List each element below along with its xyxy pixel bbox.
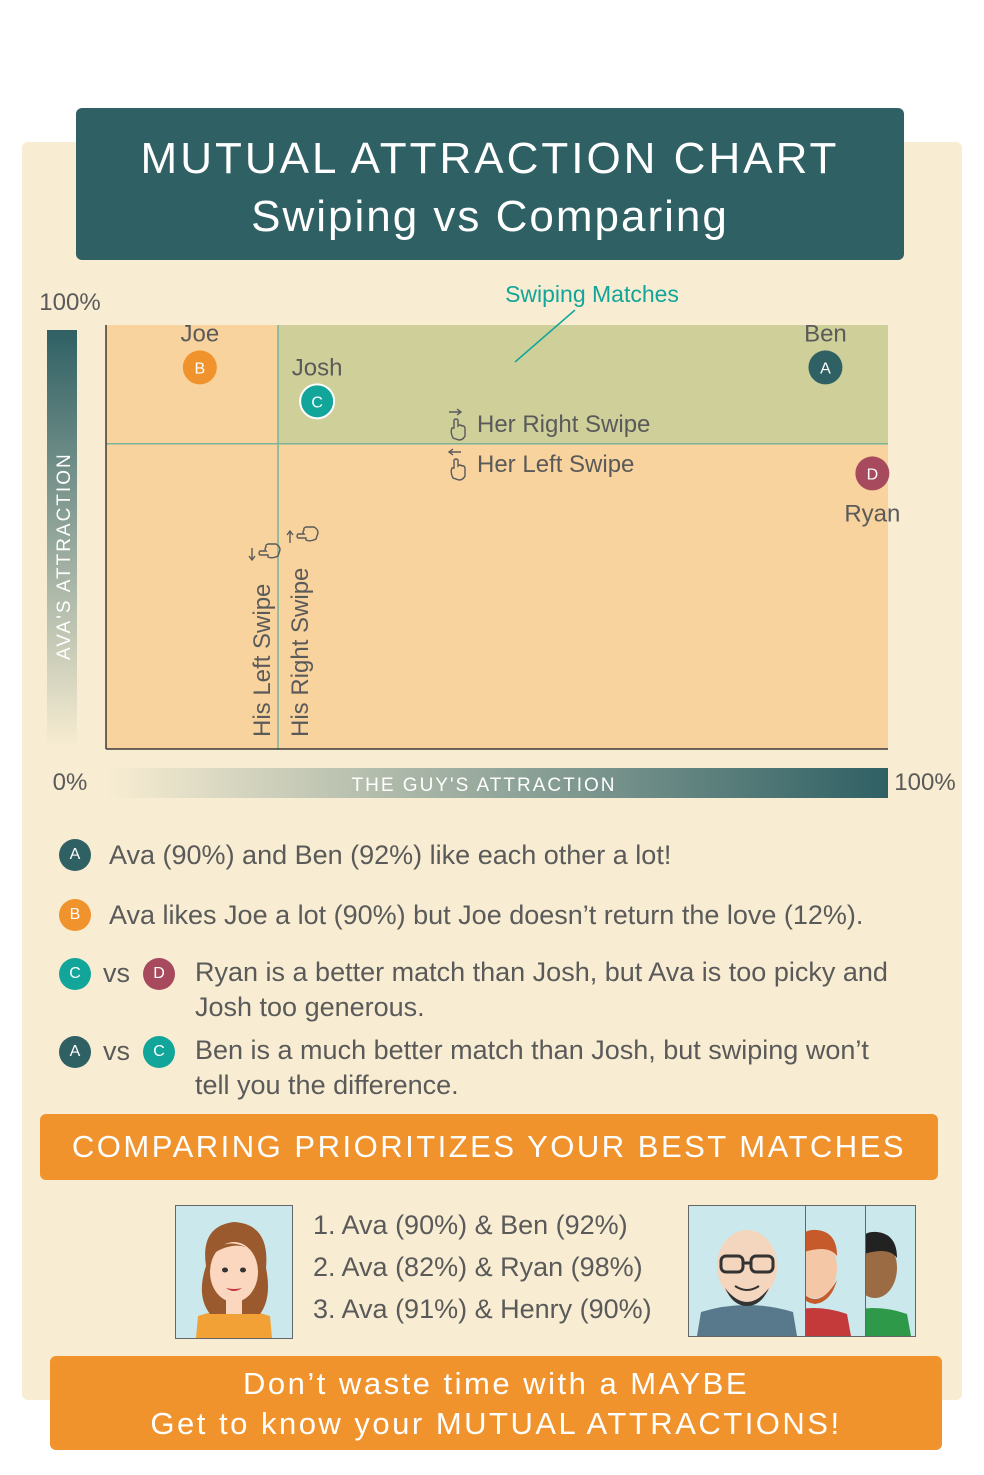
y-axis-label: AVA'S ATTRACTION [54, 452, 75, 660]
y-axis-gradient-bar [47, 330, 77, 748]
point-label-ryan: Ryan [844, 500, 900, 527]
note-a-text: Ava (90%) and Ben (92%) like each other … [109, 840, 672, 870]
badge-d: D [143, 958, 175, 990]
bald-man-avatar-icon [697, 1230, 797, 1336]
note-c-vs-d-text: Ryan is a better match than Josh, but Av… [195, 957, 888, 1022]
point-ben [808, 350, 843, 385]
badge-a: A [59, 839, 91, 871]
his-right-swipe-label: His Right Swipe [287, 568, 314, 737]
her-right-swipe-label: Her Right Swipe [477, 411, 650, 438]
avatar-stack-men [688, 1205, 916, 1337]
his-right-swipe-annotation: His Right Swipe [286, 526, 319, 737]
chart-title: MUTUAL ATTRACTION CHART [140, 134, 840, 183]
badge-b: B [59, 899, 91, 931]
attraction-chart: AVA'S ATTRACTION THE GUY'S ATTRACTION 10… [39, 281, 956, 798]
chart-subtitle: Swiping vs Comparing [251, 192, 729, 241]
x-axis-min-label: 0% [53, 769, 88, 796]
swipe-hand-icon [447, 448, 466, 481]
x-axis-gradient-bar [106, 768, 888, 798]
vs-label: vs [103, 1036, 130, 1066]
swiping-matches-region [278, 325, 888, 444]
swiping-matches-label: Swiping Matches [505, 281, 679, 307]
point-joe [182, 350, 217, 385]
point-ryan [855, 456, 890, 491]
ranking-list: 1. Ava (90%) & Ben (92%) 2. Ava (82%) & … [313, 1204, 683, 1330]
ranking-item-3: 3. Ava (91%) & Henry (90%) [313, 1294, 652, 1324]
avatar-ava [175, 1205, 293, 1339]
point-label-ben: Ben [804, 320, 847, 347]
swipe-hand-icon [286, 526, 319, 543]
badge-a: A [59, 1036, 91, 1068]
point-label-joe: Joe [180, 320, 219, 347]
title-banner: MUTUAL ATTRACTION CHART Swiping vs Compa… [76, 108, 904, 260]
her-left-swipe-annotation: Her Left Swipe [447, 448, 634, 481]
y-axis-max-label: 100% [39, 289, 100, 316]
badge-c: C [59, 958, 91, 990]
cta-line-1: Don’t waste time with a MAYBE [242, 1366, 750, 1401]
ranking-item-2: 2. Ava (82%) & Ryan (98%) [313, 1252, 643, 1282]
x-axis-max-label: 100% [894, 769, 955, 796]
x-axis-label: THE GUY'S ATTRACTION [352, 775, 617, 796]
data-points: A Ben B Joe C Josh D Ryan [180, 320, 900, 527]
point-badge-c: C [311, 394, 323, 411]
badge-c: C [143, 1036, 175, 1068]
her-left-swipe-label: Her Left Swipe [477, 451, 634, 478]
point-josh [299, 383, 336, 420]
swiping-matches-pointer [514, 309, 576, 363]
avatar-man-1 [688, 1205, 806, 1337]
his-left-swipe-annotation: His Left Swipe [248, 543, 281, 737]
point-label-josh: Josh [292, 354, 343, 381]
woman-avatar-icon [196, 1222, 272, 1338]
swipe-hand-icon [248, 543, 281, 562]
cta-line-2: Get to know your MUTUAL ATTRACTIONS! [150, 1406, 842, 1441]
cta-banner: Don’t waste time with a MAYBE Get to kno… [50, 1356, 942, 1450]
swipe-hand-icon [449, 408, 466, 441]
comparing-banner: COMPARING PRIORITIZES YOUR BEST MATCHES [40, 1114, 938, 1180]
note-a-vs-c-text: Ben is a much better match than Josh, bu… [195, 1035, 869, 1100]
vs-label: vs [103, 958, 130, 988]
point-badge-d: D [867, 466, 879, 483]
point-badge-a: A [820, 360, 831, 377]
his-left-swipe-label: His Left Swipe [249, 584, 276, 737]
note-b-text: Ava likes Joe a lot (90%) but Joe doesn’… [109, 900, 864, 930]
point-badge-b: B [195, 360, 206, 377]
ranking-item-1: 1. Ava (90%) & Ben (92%) [313, 1210, 628, 1240]
her-right-swipe-annotation: Her Right Swipe [449, 408, 650, 441]
